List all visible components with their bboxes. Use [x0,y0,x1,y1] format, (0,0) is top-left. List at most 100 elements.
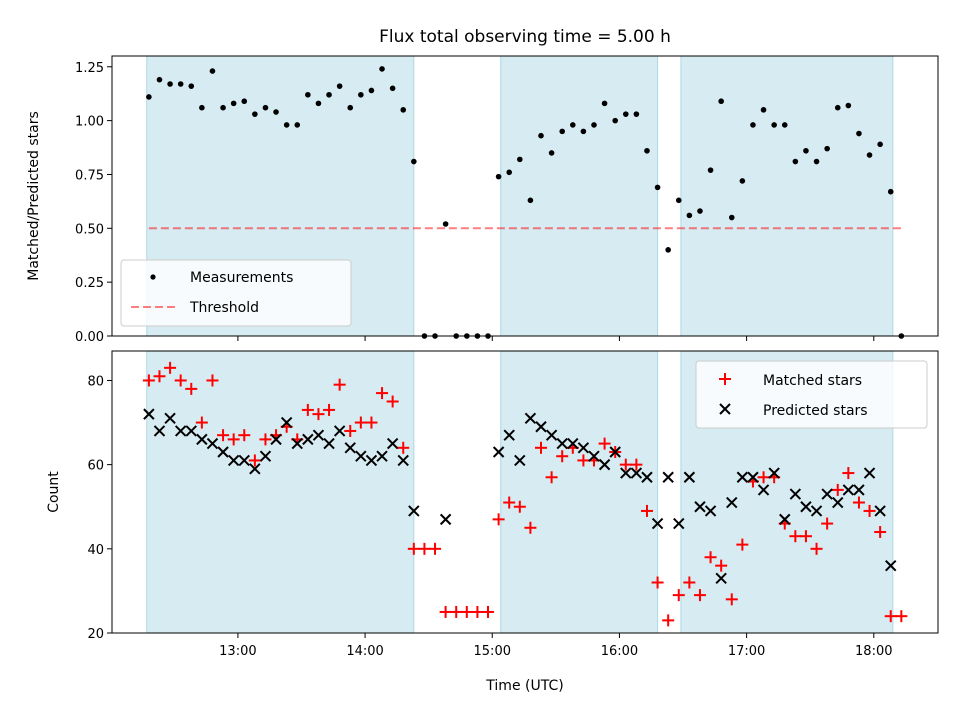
matched-star-point [418,542,431,555]
matched-star-point [164,361,177,374]
predicted-star-point [768,467,780,479]
x-tick-label: 17:00 [728,644,765,659]
bottom-panel: 20 40 60 80 13:00 14:00 15:00 16:00 17:00 18:00 C… [46,350,939,694]
measurement-point [697,208,703,214]
measurement-point [813,158,820,165]
matched-star-point [238,429,251,442]
y-tick-label: 0.50 [75,222,104,237]
matched-star-point [736,538,749,551]
predicted-star-point [556,437,568,450]
y-tick-label: 80 [87,374,104,389]
predicted-star-point [143,408,155,420]
matched-star-point [821,517,834,530]
matched-star-point [725,593,738,606]
shaded-interval-2 [500,350,659,634]
x-tick-label: 13:00 [219,644,256,659]
predicted-star-point [259,450,272,462]
matched-star-point [471,605,484,618]
matched-star-point [831,483,844,496]
matched-star-point [874,525,887,538]
top-axes: 0.00 0.25 0.50 0.75 1.00 1.25 [75,61,875,345]
measurement-point [495,173,502,180]
predicted-star-point [196,433,208,446]
x-axis-label: Time (UTC) [485,678,563,694]
matched-star-point [323,403,336,416]
measurement-point [877,141,883,148]
measurement-point [591,122,597,128]
measurement-point [569,122,576,128]
measurement-point [803,147,809,154]
predicted-star-point [832,496,844,509]
measurement-point [771,122,777,128]
predicted-star-point [365,454,378,467]
measurement-point [824,145,830,152]
predicted-star-point [810,505,823,517]
measurement-point [675,197,682,204]
predicted-star-point [249,463,261,475]
predicted-star-point [598,458,611,471]
matched-star-point [185,382,198,395]
matched-star-point [503,496,516,509]
matched-star-point [535,441,548,454]
matched-star-point [248,454,261,467]
predicted-star-point [842,484,855,496]
matched-star-point [195,416,208,429]
measurement-point [718,98,724,105]
measurement-point [506,169,513,176]
chart-title: Flux total observing time = 5.00 h [379,27,671,47]
predicted-star-point [757,484,770,496]
predicted-star-point [874,505,886,517]
legend-predicted-marker [719,403,731,415]
matched-star-point [693,589,706,602]
measurement-point [241,98,248,105]
matched-star-point [895,610,908,623]
matched-star-point [810,542,823,555]
matched-star-point [227,433,240,446]
predicted-star-point [885,559,897,572]
measurement-point [845,102,852,109]
top-legend: Measurements Threshold [120,259,352,327]
predicted-star-point [217,446,229,458]
matched-star-point [376,387,389,400]
measurement-point [750,122,756,128]
matched-star-point [842,467,855,480]
measurement-point [644,147,650,154]
measurement-point [230,100,237,107]
measurement-point [612,117,618,124]
predicted-star-point [630,467,643,479]
predicted-star-point [514,454,526,467]
matched-star-point [344,424,357,437]
matched-star-point [450,605,463,618]
predicted-star-point [588,450,600,462]
legend-predicted-label: Predicted stars [763,403,868,419]
matched-star-point [312,408,325,421]
matched-star-point [683,576,696,589]
measurement-point [686,212,693,219]
measurement-point [336,83,343,89]
measurement-point [220,104,226,111]
bottom-series [142,361,908,627]
matched-star-point [301,403,314,416]
top-panel: 0.00 0.25 0.50 0.75 1.00 1.25 Matched/Predict… [26,55,939,345]
predicted-star-point [503,429,515,441]
measurement-point [580,128,587,135]
matched-star-point [598,437,611,450]
matched-star-point [863,504,876,517]
measurement-point [167,81,173,87]
matched-star-point [206,374,219,387]
bottom-y-axis-label: Count [46,471,62,513]
y-tick-label: 0.00 [75,330,104,345]
y-tick-label: 60 [87,459,104,474]
predicted-star-point [726,496,738,509]
matched-star-point [386,395,399,408]
measurement-point [739,178,746,184]
measurement-point [728,214,735,221]
predicted-star-point [789,488,802,500]
predicted-star-point [227,454,240,467]
shaded-interval-3 [680,55,894,337]
measurement-point [633,111,640,117]
predicted-star-point [492,446,505,458]
measurement-point [517,156,523,163]
predicted-star-point [535,421,547,433]
